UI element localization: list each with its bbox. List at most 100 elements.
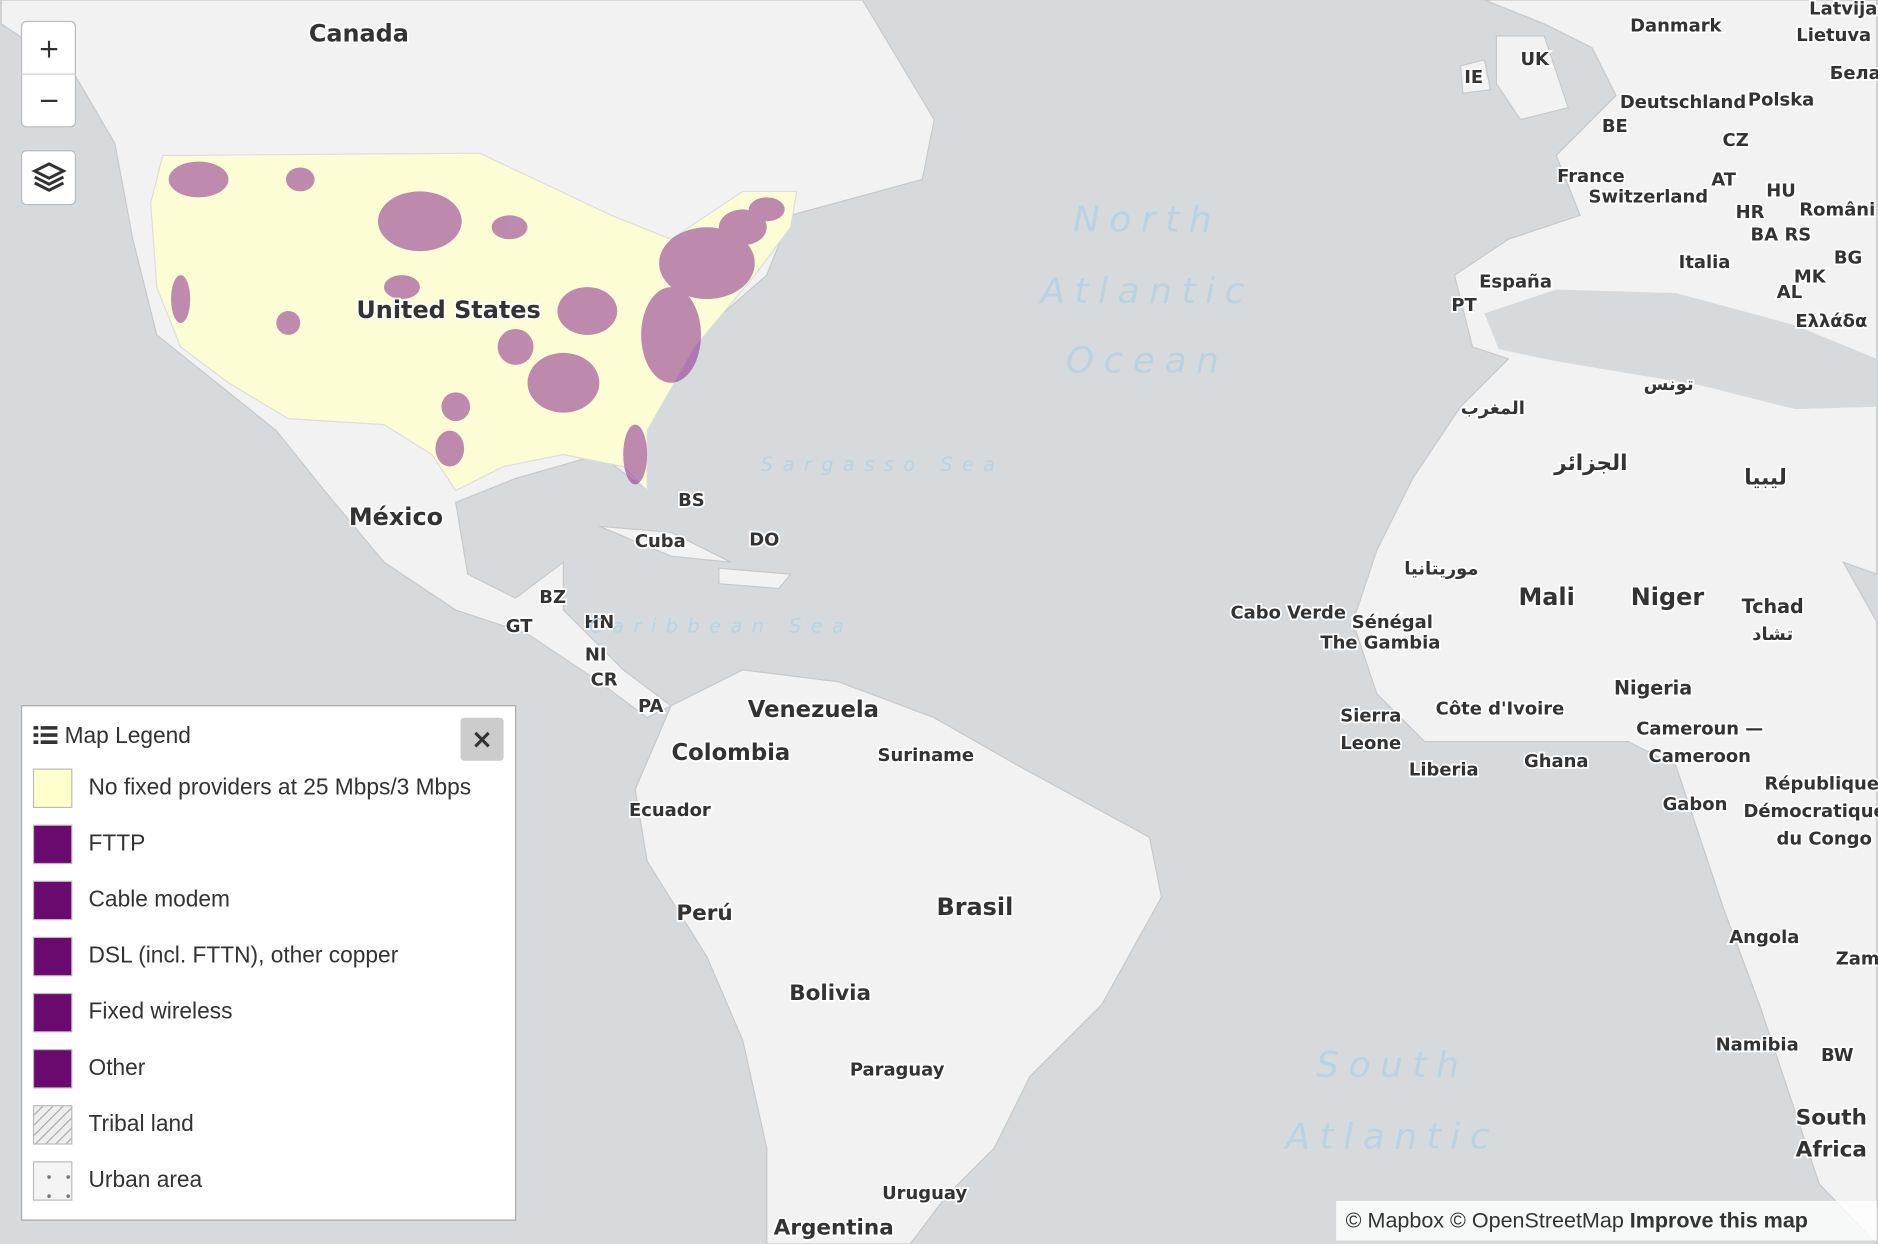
- attribution-osm[interactable]: © OpenStreetMap: [1450, 1208, 1624, 1232]
- map-label: Sierra: [1340, 705, 1401, 726]
- zoom-in[interactable]: +: [38, 35, 60, 65]
- map-label: España: [1479, 271, 1552, 292]
- map-label: BE: [1602, 116, 1628, 137]
- attribution-improve[interactable]: Improve this map: [1630, 1208, 1808, 1232]
- map-label: Polska: [1748, 89, 1814, 110]
- map-label: DO: [749, 530, 779, 551]
- map-label: Бела: [1830, 63, 1878, 84]
- zoom-out[interactable]: −: [38, 86, 60, 116]
- legend-swatch: [32, 824, 73, 865]
- map-label: Cabo Verde: [1230, 603, 1346, 624]
- map-label: Zam: [1836, 948, 1878, 969]
- map-label: République: [1765, 774, 1878, 795]
- map-label: Danmark: [1630, 15, 1722, 36]
- map-label: تونس: [1644, 374, 1694, 395]
- legend-swatch: [32, 936, 73, 977]
- map-label: RS: [1784, 225, 1811, 246]
- map-label: PT: [1451, 295, 1477, 316]
- map-label: Angola: [1729, 927, 1799, 948]
- map-label: AL: [1777, 282, 1802, 303]
- legend-close-button[interactable]: [460, 717, 504, 761]
- map-label: Ecuador: [629, 800, 711, 821]
- map-label: Deutschland: [1620, 92, 1746, 113]
- map-label: Leone: [1340, 733, 1401, 754]
- legend-close[interactable]: ×: [471, 725, 493, 755]
- map-label: CR: [591, 670, 618, 691]
- ocean-label: South: [1316, 1045, 1468, 1086]
- map-label: Suriname: [878, 745, 974, 766]
- map-label: Italia: [1679, 252, 1731, 273]
- map-label: Africa: [1796, 1138, 1867, 1163]
- map-label: Sénégal: [1352, 612, 1433, 633]
- map-label: AT: [1711, 170, 1736, 191]
- svg-text:© Mapbox © OpenStreetMap Impro: © Mapbox © OpenStreetMap Improve this ma…: [1346, 1208, 1808, 1232]
- map-label: Brasil: [937, 893, 1014, 921]
- legend-title: Map Legend: [65, 722, 191, 748]
- legend-label: FTTP: [89, 829, 146, 855]
- legend-swatch: [32, 1049, 73, 1089]
- layers-button[interactable]: [20, 150, 76, 206]
- legend-swatch: [32, 1161, 73, 1201]
- map-label: du Congo: [1777, 829, 1872, 850]
- map-label: Niger: [1631, 583, 1705, 611]
- map-label: BS: [678, 490, 705, 511]
- ocean-label: Atlantic: [1284, 1117, 1500, 1158]
- map-label: المغرب: [1461, 398, 1525, 419]
- map-label: IE: [1464, 67, 1483, 88]
- map-label: MK: [1794, 267, 1827, 288]
- legend-label: Fixed wireless: [89, 998, 233, 1024]
- map-label: Liberia: [1409, 759, 1479, 780]
- map-label: Paraguay: [850, 1060, 945, 1081]
- map-label: HN: [584, 612, 614, 633]
- map-label: Ghana: [1524, 751, 1588, 772]
- map-label: HR: [1736, 202, 1765, 223]
- map-label: BZ: [539, 587, 566, 608]
- map-label: Lietuva: [1796, 25, 1871, 46]
- map-label: تشاد: [1752, 624, 1793, 645]
- sea: [1484, 289, 1877, 410]
- map-label: ليبيا: [1744, 465, 1787, 490]
- legend-swatch: [32, 1105, 73, 1145]
- coverage-blobs: [168, 161, 785, 485]
- map-label: México: [349, 503, 443, 531]
- map-label: Namibia: [1716, 1034, 1799, 1055]
- ocean-label: Ocean: [1066, 340, 1229, 381]
- ocean-label: Atlantic: [1038, 271, 1254, 312]
- ocean-label: North: [1073, 199, 1221, 240]
- legend-box: [20, 705, 517, 1221]
- map-label: Tchad: [1742, 595, 1804, 618]
- map-label: موريتانيا: [1404, 558, 1478, 579]
- map-label: Canada: [309, 20, 409, 48]
- legend-label: No fixed providers at 25 Mbps/3 Mbps: [89, 773, 472, 799]
- map-label: GT: [506, 616, 533, 637]
- map-label: Mali: [1518, 583, 1574, 611]
- map-label: The Gambia: [1320, 633, 1440, 654]
- map-label: Românі: [1799, 200, 1875, 221]
- map-label: BA: [1751, 225, 1779, 246]
- map-label: Argentina: [774, 1215, 894, 1240]
- attribution: © Mapbox © OpenStreetMap Improve this ma…: [1336, 1200, 1877, 1241]
- legend-label: Tribal land: [89, 1110, 194, 1136]
- map-label: HU: [1766, 180, 1796, 201]
- map-label: CZ: [1723, 130, 1749, 151]
- map-label: الجزائر: [1553, 451, 1627, 476]
- map-label: BW: [1821, 1045, 1854, 1066]
- map-label: PA: [638, 696, 663, 717]
- legend-swatch: [32, 992, 73, 1033]
- legend-label: Cable modem: [89, 885, 230, 911]
- map-label: Nigeria: [1614, 676, 1692, 699]
- legend: Map Legend × No fixed providers at 25 Mb…: [20, 705, 517, 1221]
- map-label: Switzerland: [1589, 186, 1709, 207]
- attribution-mapbox[interactable]: © Mapbox: [1346, 1208, 1445, 1232]
- map-label: Côte d'Ivoire: [1436, 698, 1565, 719]
- map-label: Démocratique: [1744, 801, 1878, 822]
- map-label: Colombia: [672, 740, 791, 766]
- map-label: UK: [1520, 49, 1550, 70]
- map-label: Ελλάδα: [1795, 311, 1867, 332]
- map-label: Cameroon: [1649, 746, 1751, 767]
- ocean-label: Caribbean Sea: [589, 614, 853, 637]
- map-label: South: [1796, 1105, 1867, 1130]
- legend-swatch: [32, 768, 73, 809]
